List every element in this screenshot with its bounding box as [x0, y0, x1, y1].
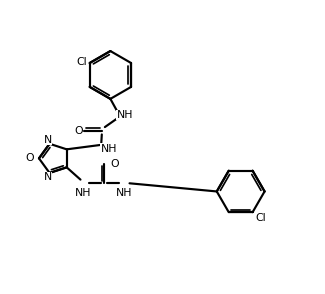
- Text: Cl: Cl: [256, 213, 266, 223]
- Text: NH: NH: [117, 110, 133, 120]
- Text: NH: NH: [75, 188, 92, 198]
- Text: Cl: Cl: [76, 57, 87, 67]
- Text: O: O: [25, 153, 34, 163]
- Text: N: N: [44, 135, 52, 145]
- Text: O: O: [110, 159, 119, 169]
- Text: NH: NH: [101, 143, 117, 153]
- Text: N: N: [44, 172, 52, 182]
- Text: NH: NH: [116, 188, 133, 198]
- Text: O: O: [74, 126, 83, 136]
